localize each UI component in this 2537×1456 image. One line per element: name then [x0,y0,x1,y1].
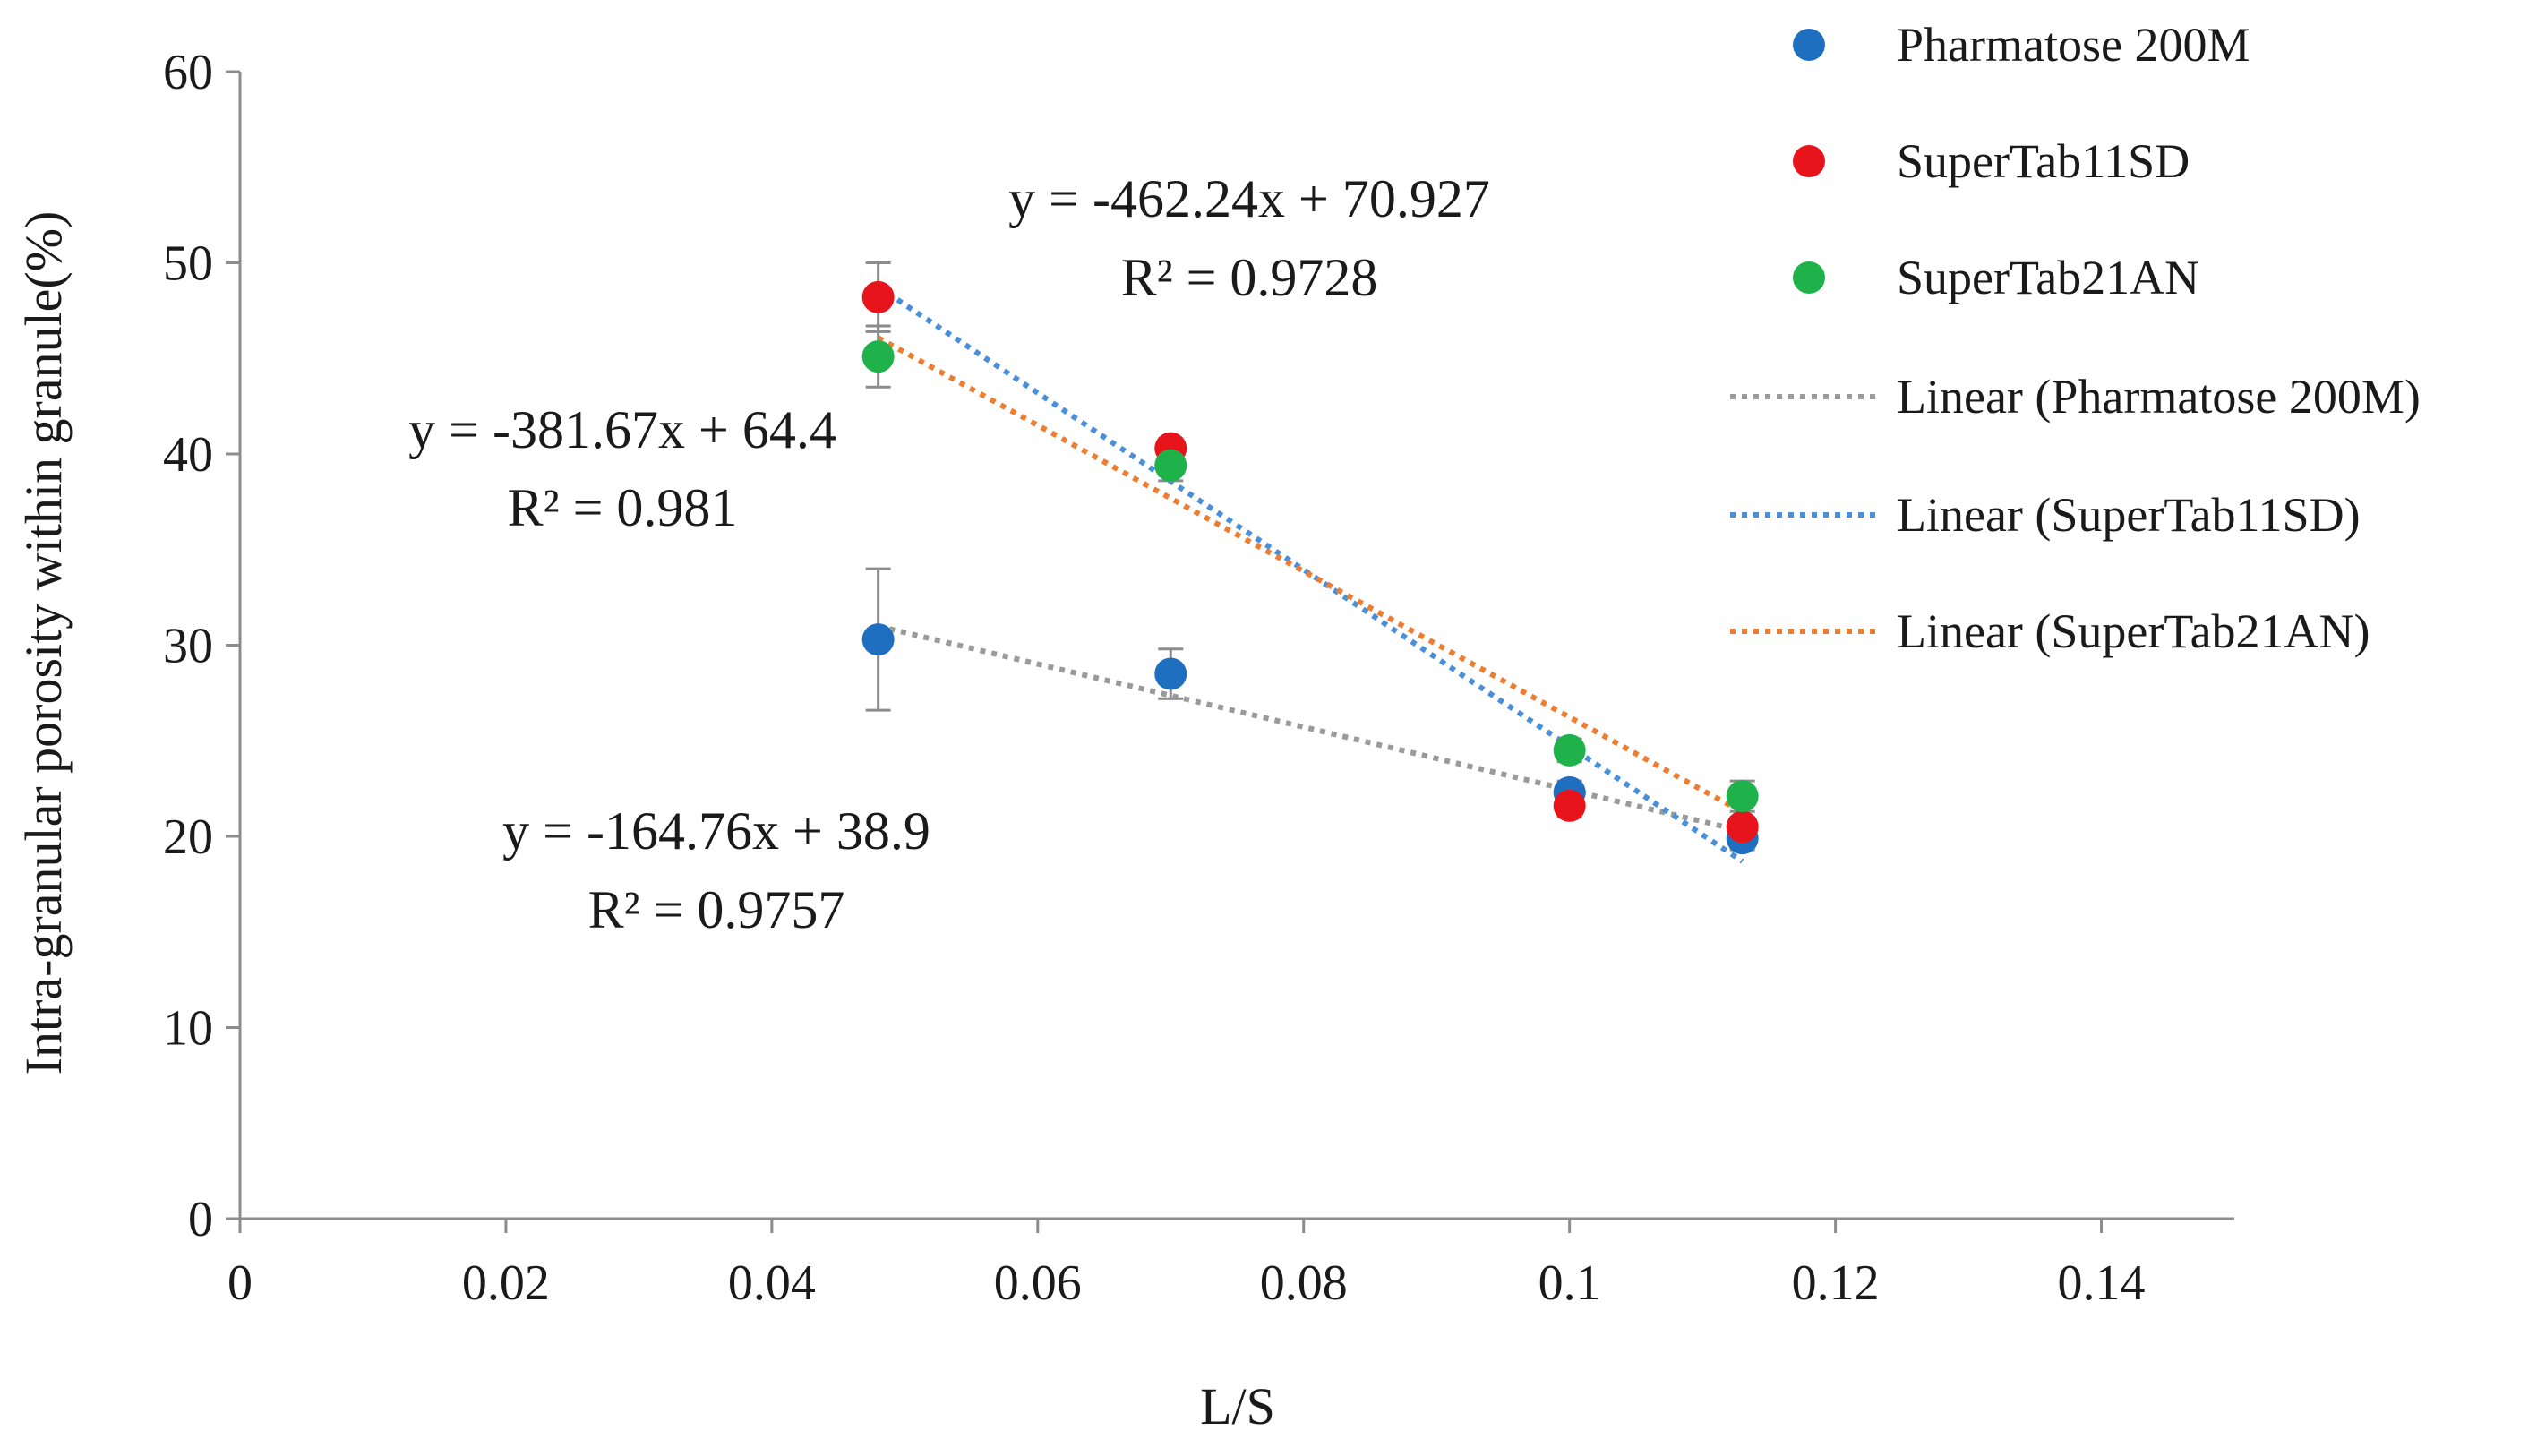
trendline-supertab21an [877,335,1744,815]
data-point-supertab11sd [1553,789,1586,822]
x-tick-label: 0.14 [2058,1255,2146,1311]
x-tick-label: 0.1 [1538,1255,1601,1311]
y-axis-title: Intra-granular porosity within granule(%… [14,211,73,1075]
legend-marker-supertab21an [1793,261,1825,294]
legend-label-supertab21an: SuperTab21AN [1897,251,2199,304]
y-tick-label: 60 [163,45,213,100]
legend-label-linear-pharmatose-200m: Linear (Pharmatose 200M) [1897,370,2421,424]
trendline-pharmatose-200m [877,623,1744,834]
data-point-supertab21an [1553,733,1586,767]
equation-supertab11sd: y = -462.24x + 70.927 [1008,169,1490,228]
data-points [861,280,1759,855]
data-point-supertab11sd [1726,810,1759,844]
legend-label-pharmatose-200m: Pharmatose 200M [1897,18,2250,72]
data-point-supertab11sd [861,280,895,313]
x-tick-label: 0.06 [994,1255,1082,1311]
trendline-supertab11sd [876,284,1744,864]
y-tick-label: 50 [163,236,213,292]
legend-label-linear-supertab21an: Linear (SuperTab21AN) [1897,604,2370,658]
legend: Pharmatose 200M SuperTab11SD SuperTab21A… [1730,18,2421,658]
y-tick-label: 30 [163,619,213,674]
trendlines [876,284,1744,864]
error-bars [865,261,1755,852]
r2-supertab21an: R² = 0.981 [508,478,738,537]
legend-label-supertab11sd: SuperTab11SD [1897,134,2190,188]
y-tick-label: 40 [163,427,213,483]
r2-supertab11sd: R² = 0.9728 [1121,248,1378,307]
data-point-supertab21an [1726,780,1759,813]
equation-pharmatose-200m: y = -164.76x + 38.9 [502,801,930,861]
y-tick-label: 20 [163,809,213,865]
y-tick-label: 0 [188,1192,213,1247]
x-tick-label: 0.04 [728,1255,816,1311]
legend-marker-supertab11sd [1793,145,1825,177]
x-tick-label: 0.08 [1260,1255,1348,1311]
x-tick-label: 0 [227,1255,253,1311]
data-point-pharmatose-200m [861,623,895,656]
x-axis-title: L/S [1200,1377,1275,1435]
data-point-pharmatose-200m [1154,657,1187,690]
axes: 0 0.02 0.04 0.06 0.08 0.1 0.12 0.14 0 10 20 30 40 50 6… [163,45,2234,1311]
legend-label-linear-supertab11sd: Linear (SuperTab11SD) [1897,488,2361,542]
equation-supertab21an: y = -381.67x + 64.4 [408,400,836,459]
data-point-supertab21an [861,340,895,373]
x-tick-label: 0.12 [1792,1255,1880,1311]
r2-pharmatose-200m: R² = 0.9757 [588,880,845,939]
legend-marker-pharmatose-200m [1793,29,1825,61]
y-tick-label: 10 [163,1001,213,1057]
x-tick-label: 0.02 [462,1255,550,1311]
data-point-supertab21an [1154,449,1187,482]
